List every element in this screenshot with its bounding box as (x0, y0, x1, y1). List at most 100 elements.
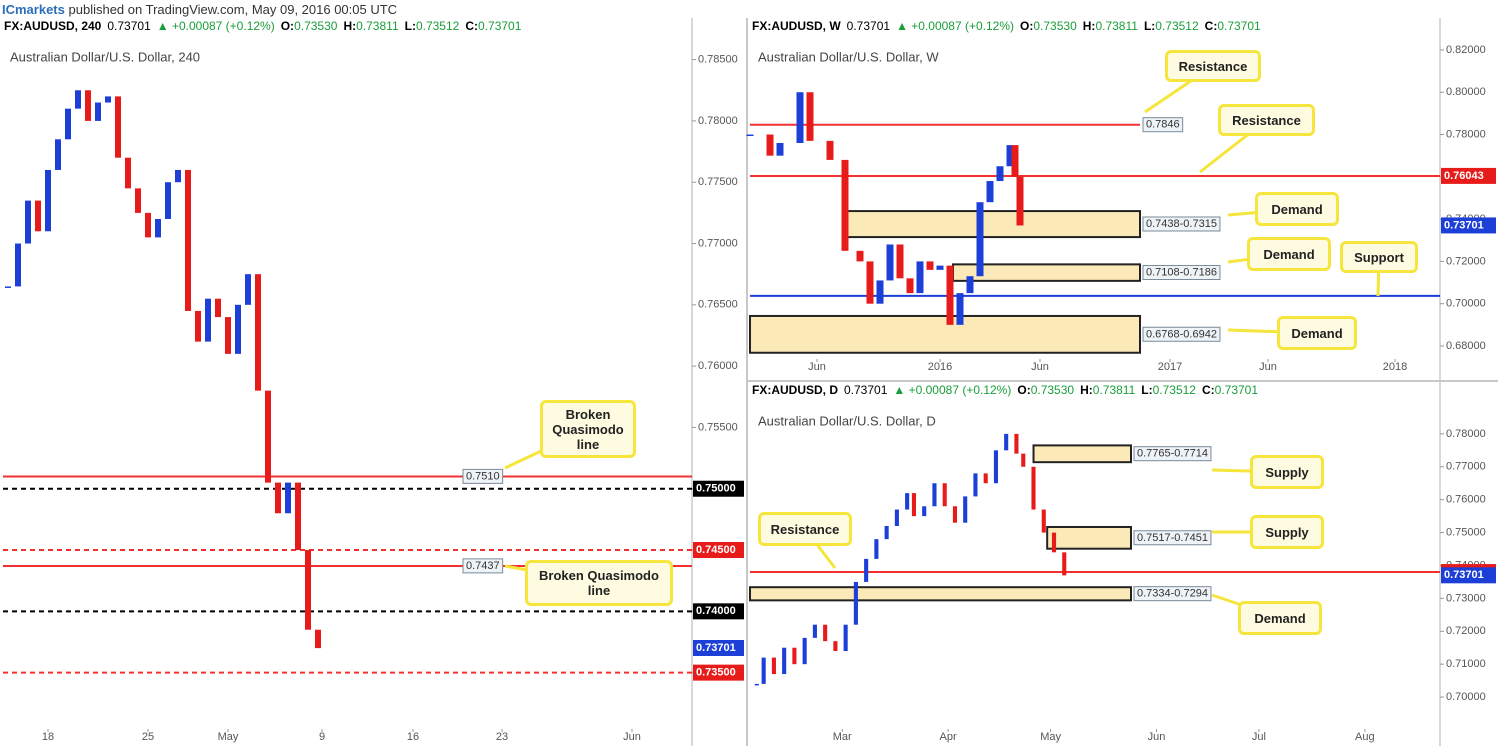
candle (796, 92, 804, 143)
zone-label: 0.7765-0.7714 (1137, 448, 1208, 460)
callout: Broken Quasimodo line (540, 400, 636, 458)
candle (771, 657, 776, 675)
x-tick-label: Jun (808, 361, 826, 373)
callout: Supply (1250, 515, 1324, 549)
candle (285, 482, 291, 514)
candle (926, 261, 934, 270)
price-tag (693, 480, 744, 497)
y-tick-label: 0.71000 (1446, 658, 1486, 670)
ohlc-value: 0.73530 (1033, 19, 1077, 33)
x-tick-label: 18 (42, 731, 54, 743)
ohlc-key: L: (405, 19, 416, 33)
level-label: 0.7437 (466, 560, 500, 572)
candle (75, 90, 81, 109)
callout: Resistance (1165, 50, 1261, 82)
candle (906, 278, 914, 294)
candle (916, 261, 924, 294)
separator-v (746, 18, 748, 746)
candle (95, 102, 101, 121)
candle (65, 108, 71, 140)
candle (1062, 552, 1067, 576)
ohlc-value: 0.73811 (1093, 383, 1136, 397)
price-tag (693, 542, 744, 559)
y-tick-label: 0.68000 (1446, 340, 1486, 352)
y-tick-label: 0.80000 (1446, 86, 1486, 98)
zone-label: 0.7517-0.7451 (1137, 532, 1208, 544)
price-tag-label: 0.73701 (1444, 219, 1484, 231)
panel-title: Australian Dollar/U.S. Dollar, W (758, 49, 939, 64)
candle (826, 140, 834, 160)
candle (115, 96, 121, 158)
candle (996, 166, 1004, 182)
change: ▲ +0.00087 (+0.12%) (896, 19, 1014, 33)
candle (776, 142, 784, 156)
change: ▲ +0.00087 (+0.12%) (157, 19, 275, 33)
separator-h (748, 380, 1498, 382)
candle (802, 637, 807, 665)
symbol: FX:AUDUSD, W (752, 19, 841, 33)
zone-label-box (1133, 530, 1212, 546)
candle (1051, 532, 1057, 553)
candle (936, 265, 944, 270)
candle (966, 276, 974, 294)
candle (175, 169, 181, 183)
price-tag (1441, 217, 1496, 234)
ohlc-key: H: (1083, 19, 1096, 33)
ohlc-key: L: (1144, 19, 1155, 33)
ohlc-key: C: (465, 19, 478, 33)
ohlc-key: H: (343, 19, 356, 33)
brand: ICmarkets (2, 2, 65, 17)
candle (155, 219, 161, 238)
info-line: FX:AUDUSD, W 0.73701 ▲ +0.00087 (+0.12%) O:… (752, 19, 1261, 33)
level-label-box (462, 558, 504, 574)
candle (843, 624, 848, 652)
zone (1046, 525, 1133, 550)
x-tick-label: 2016 (928, 361, 952, 373)
candle (932, 483, 937, 507)
header: ICmarkets published on TradingView.com, … (2, 2, 397, 17)
candle (866, 261, 874, 304)
ohlc-value: 0.73512 (1155, 19, 1199, 33)
level-label-box (1142, 117, 1184, 133)
candle (55, 139, 61, 170)
candle (812, 624, 817, 638)
x-tick-label: Mar (833, 731, 852, 743)
y-tick-label: 0.76000 (1446, 494, 1486, 506)
candle (754, 683, 759, 686)
y-tick-label: 0.72000 (1446, 625, 1486, 637)
callout: Demand (1238, 601, 1322, 635)
price-tag-label: 0.73701 (696, 642, 736, 654)
callout: Support (1340, 241, 1418, 273)
level-label: 0.7846 (1146, 119, 1180, 131)
y-tick-label: 0.77500 (698, 176, 738, 188)
candle (946, 265, 954, 325)
x-tick-label: Jun (1031, 361, 1049, 373)
zone (749, 586, 1132, 602)
ohlc-value: 0.73512 (1153, 383, 1197, 397)
candle (993, 450, 998, 484)
info-line: FX:AUDUSD, 240 0.73701 ▲ +0.00087 (+0.12%)… (4, 19, 522, 33)
price: 0.73701 (844, 383, 888, 397)
y-tick-label: 0.75500 (698, 421, 738, 433)
candle (864, 558, 869, 582)
x-tick-label: 23 (496, 731, 508, 743)
zone (1032, 444, 1133, 464)
callout: Demand (1255, 192, 1339, 226)
ohlc-value: 0.73701 (1215, 383, 1259, 397)
candle (896, 244, 904, 279)
candle (1016, 176, 1024, 226)
candle (806, 92, 814, 141)
y-tick-label: 0.77000 (698, 237, 738, 249)
candle (1014, 433, 1019, 454)
y-tick-label: 0.78000 (1446, 428, 1486, 440)
ohlc-key: H: (1080, 383, 1093, 397)
callout: Broken Quasimodo line (525, 560, 673, 606)
zone-label-box (1142, 265, 1221, 281)
price-tag-label: 0.73701 (1444, 569, 1484, 581)
y-tick-label: 0.75000 (1446, 526, 1486, 538)
candle (125, 157, 131, 189)
candle (876, 280, 884, 304)
callout: Resistance (1218, 104, 1315, 136)
candle (265, 390, 271, 483)
candle (1021, 453, 1026, 467)
